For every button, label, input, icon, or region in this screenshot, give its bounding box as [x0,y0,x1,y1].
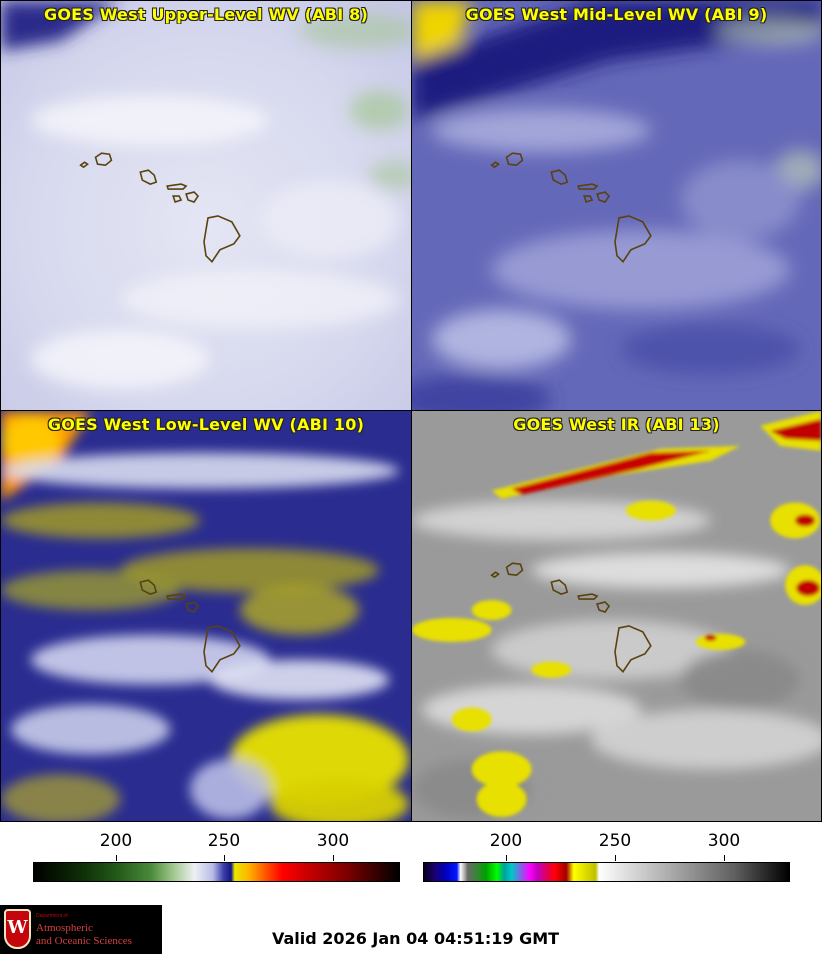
hawaii-islands-outline [139,579,241,673]
valid-time: Valid 2026 Jan 04 04:51:19 GMT [272,929,560,948]
logo-line-3: and Oceanic Sciences [36,935,132,947]
colorbar-infrared [423,862,790,882]
panel-title: GOES West Low-Level WV (ABI 10) [47,415,365,434]
hawaii-islands-outline [490,152,652,263]
colorbar-ir-tick-mark [724,855,725,861]
mid-level-wv-image [412,1,821,410]
mid-level-wv-panel: GOES West Mid-Level WV (ABI 9) [411,0,822,411]
infrared-panel: GOES West IR (ABI 13) [411,410,822,822]
hawaii-islands-outline [79,152,241,263]
colorbar-wv-tick-mark [224,855,225,861]
colorbar-wv-tick-label: 200 [99,831,133,851]
low-level-wv-image [1,411,411,821]
logo-line-1: Department of [36,913,68,919]
colorbar-wv-tick-mark [333,855,334,861]
infrared-image [412,411,821,821]
hawaii-islands-outline [490,562,652,673]
upper-level-wv-panel: GOES West Upper-Level WV (ABI 8) [0,0,412,411]
logo-line-2: Atmospheric [36,922,93,934]
colorbar-ir-tick-label: 200 [489,831,523,851]
colorbar-ir-tick-label: 300 [707,831,741,851]
colorbar-wv-tick-label: 250 [207,831,241,851]
colorbar-area: 200 250 300 200 250 300 [0,822,822,892]
colorbar-ir-tick-label: 250 [598,831,632,851]
low-level-wv-panel: GOES West Low-Level WV (ABI 10) [0,410,412,822]
upper-level-wv-image [1,1,411,410]
colorbar-water-vapor [33,862,400,882]
colorbar-ir-tick-mark [615,855,616,861]
colorbar-wv-tick-label: 300 [316,831,350,851]
aos-logo: W Department of Atmospheric and Oceanic … [0,905,162,954]
panel-title: GOES West IR (ABI 13) [513,415,720,434]
colorbar-wv-tick-mark [116,855,117,861]
panel-title: GOES West Mid-Level WV (ABI 9) [465,5,768,24]
colorbar-ir-tick-mark [506,855,507,861]
panel-title: GOES West Upper-Level WV (ABI 8) [44,5,368,24]
crest-icon: W [4,909,31,949]
